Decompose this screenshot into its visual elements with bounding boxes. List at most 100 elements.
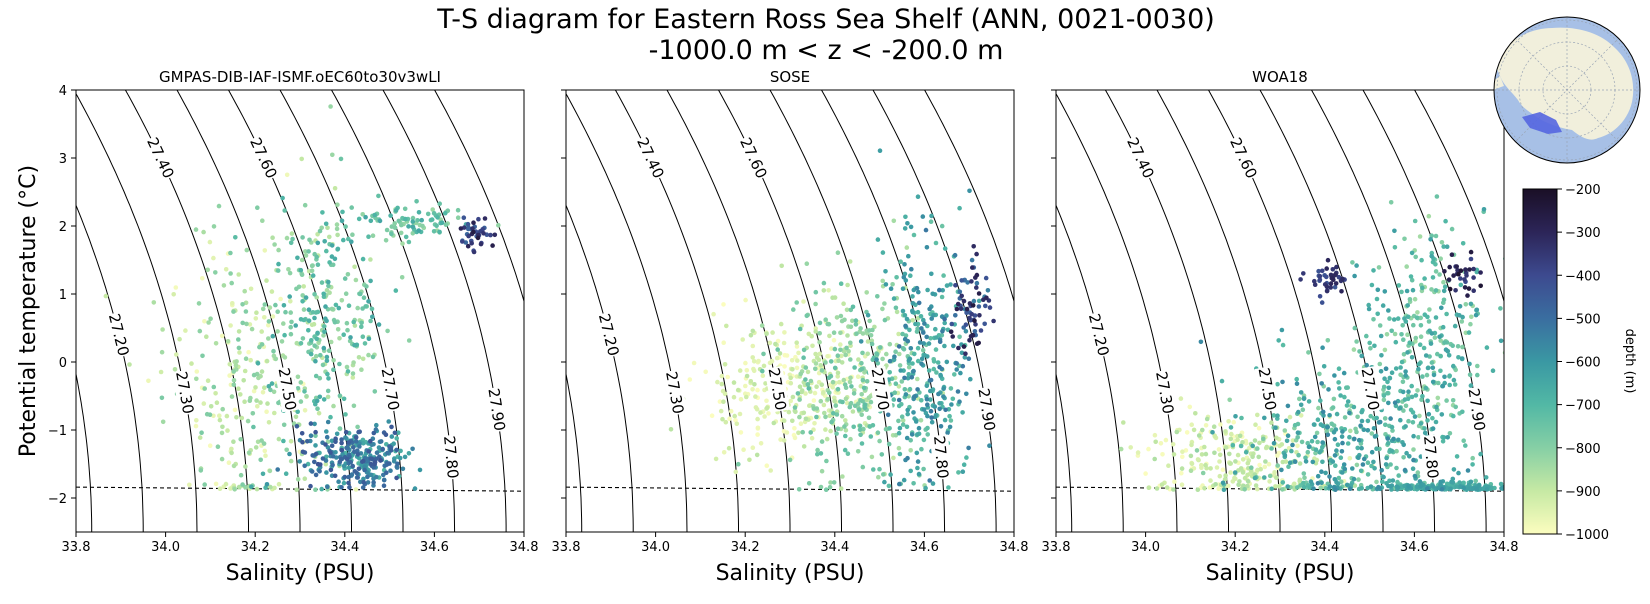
data-point [919,361,924,367]
data-point [1269,420,1274,426]
data-point [1273,484,1278,489]
data-point [295,386,301,391]
data-point [352,342,357,348]
data-point [1245,460,1251,466]
data-point [1452,382,1458,387]
data-point [1262,475,1267,480]
data-point [877,466,882,472]
data-point [924,245,930,250]
data-point [795,391,801,396]
data-point [1451,363,1456,369]
data-point [341,396,347,402]
data-point [420,223,425,229]
data-point [793,409,798,415]
data-point [771,420,777,426]
data-point [1439,486,1445,492]
data-point [1429,331,1435,336]
data-point [1412,296,1418,302]
data-point [931,312,936,318]
data-point [1258,466,1263,472]
data-point [899,414,905,420]
data-point [267,468,273,474]
data-point [1199,452,1205,457]
data-point [298,399,304,404]
data-point [1440,383,1446,389]
data-point [861,385,867,391]
data-point [1189,422,1194,428]
data-point [855,449,861,454]
data-point [891,296,897,301]
data-point [722,362,728,367]
data-point [1152,456,1157,462]
data-point [1295,435,1300,440]
data-point [331,403,336,409]
data-point [321,397,327,402]
data-point [1228,461,1233,466]
data-point [911,368,916,374]
data-point [355,305,361,311]
data-point [920,214,926,219]
data-point [941,273,946,278]
data-point [743,360,748,366]
data-point [823,487,829,493]
data-point [337,426,343,431]
data-point [343,224,348,229]
data-point [335,232,340,238]
data-point [952,252,958,258]
data-point [884,351,889,357]
data-point [1232,470,1238,475]
data-point [915,465,920,471]
data-point [1420,374,1425,379]
data-point [1223,429,1228,434]
data-point [294,424,300,429]
data-point [1415,388,1420,393]
data-point [984,295,989,301]
data-point [308,433,314,439]
data-point [949,402,954,407]
data-point [931,366,937,372]
data-point [1409,383,1414,389]
data-point [856,407,862,412]
data-point [1245,483,1250,489]
data-point [194,369,200,374]
contour-label-27.60: 27.60 [246,135,281,182]
data-point [831,411,836,416]
data-point [335,327,341,332]
data-point [935,360,941,365]
data-point [303,295,309,300]
data-point [1428,341,1434,346]
data-point [1429,360,1435,365]
data-point [251,424,256,430]
data-point [282,332,287,338]
data-point [1321,413,1326,418]
data-point [916,300,922,306]
freezing-line [1056,486,1504,492]
data-point [342,276,348,281]
data-point [1329,421,1334,427]
data-point [805,382,811,387]
data-point [900,346,906,351]
contour-label-27.80: 27.80 [930,435,952,479]
data-point [343,435,348,440]
data-point [321,345,327,351]
data-point [320,456,326,461]
data-point [103,293,109,299]
data-point [300,439,305,445]
data-point [864,379,870,384]
data-point [1410,410,1416,415]
data-point [1263,459,1268,464]
data-point [1212,433,1217,439]
density-contour-27.30 [566,92,688,532]
data-point [416,210,422,215]
data-point [1448,486,1453,492]
data-point [955,389,961,394]
data-point [797,397,802,402]
data-point [928,408,934,414]
data-point [1180,449,1185,455]
data-point [211,255,216,261]
data-point [1392,400,1398,406]
data-point [304,394,309,399]
data-point [1454,454,1460,459]
